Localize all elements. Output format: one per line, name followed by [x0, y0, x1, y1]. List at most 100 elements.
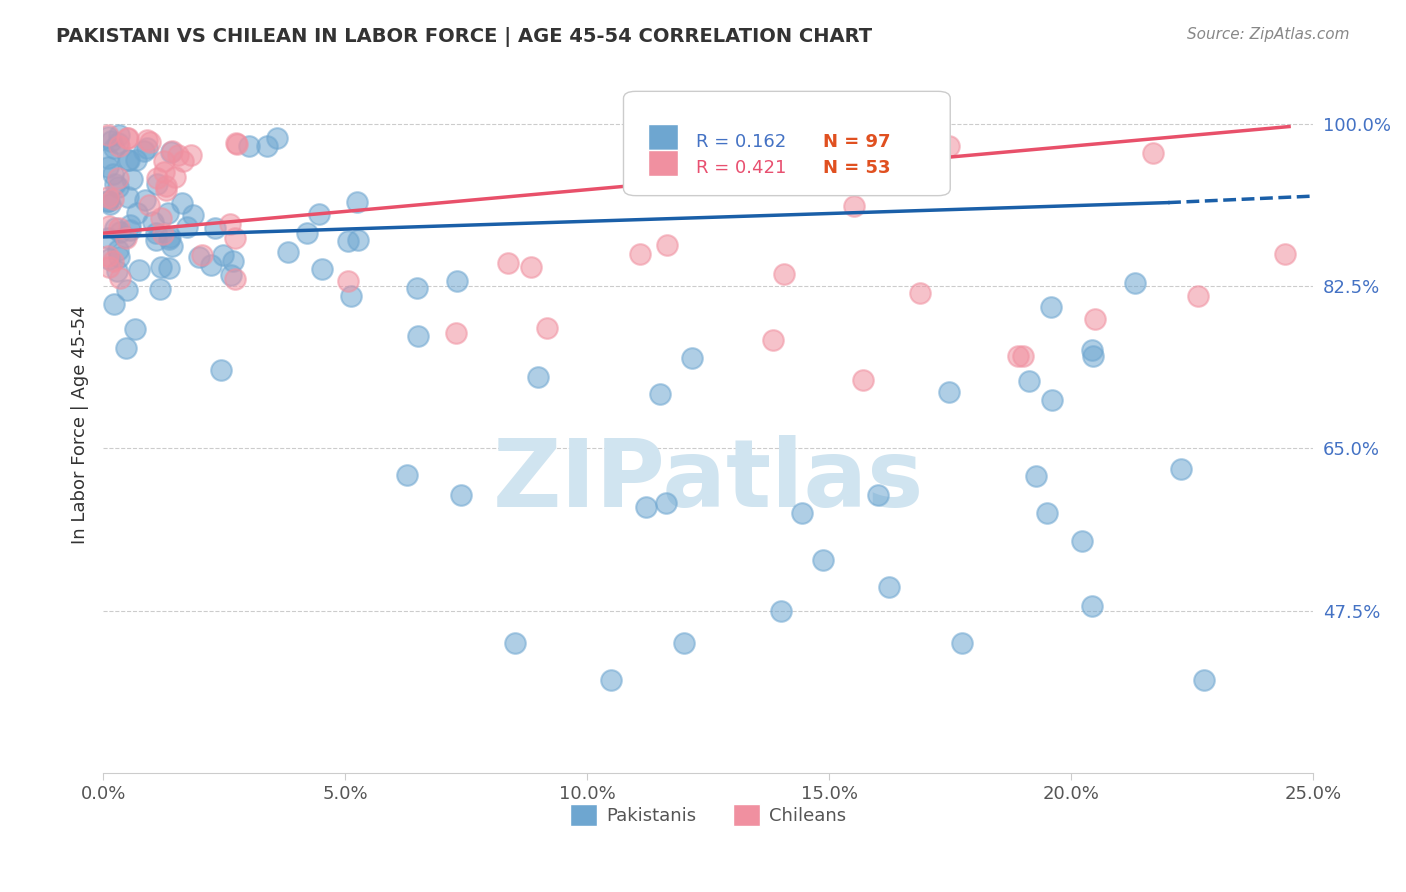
Chileans	[97, 219, 120, 234]
Bar	[648, 124, 678, 151]
Chileans	[225, 136, 247, 150]
Chileans	[155, 178, 177, 193]
Pakistanis	[105, 264, 128, 278]
Pakistanis	[118, 218, 141, 232]
Chileans	[1274, 247, 1296, 261]
Pakistanis	[446, 274, 468, 288]
Text: PAKISTANI VS CHILEAN IN LABOR FORCE | AGE 45-54 CORRELATION CHART: PAKISTANI VS CHILEAN IN LABOR FORCE | AG…	[56, 27, 872, 46]
Pakistanis	[146, 177, 169, 191]
Pakistanis	[1040, 393, 1063, 408]
Pakistanis	[115, 341, 138, 355]
Chileans	[165, 170, 187, 185]
Chileans	[337, 274, 360, 288]
Chileans	[520, 260, 543, 275]
Y-axis label: In Labor Force | Age 45-54: In Labor Force | Age 45-54	[72, 306, 89, 544]
Pakistanis	[100, 134, 122, 148]
Pakistanis	[1081, 349, 1104, 363]
Chileans	[938, 139, 960, 153]
Chileans	[115, 131, 138, 145]
Legend: Pakistanis, Chileans: Pakistanis, Chileans	[564, 797, 853, 833]
Point	[503, 636, 526, 650]
Pakistanis	[811, 552, 834, 566]
Chileans	[117, 131, 139, 145]
Pakistanis	[157, 260, 180, 275]
Pakistanis	[98, 197, 121, 211]
Chileans	[150, 211, 173, 225]
Pakistanis	[170, 196, 193, 211]
Pakistanis	[104, 177, 127, 191]
Pakistanis	[115, 283, 138, 297]
Pakistanis	[792, 506, 814, 520]
Pakistanis	[110, 225, 132, 239]
Pakistanis	[117, 190, 139, 204]
Chileans	[155, 183, 177, 197]
Pakistanis	[938, 385, 960, 400]
Pakistanis	[97, 194, 120, 208]
Pakistanis	[176, 220, 198, 235]
Pakistanis	[97, 160, 120, 174]
Text: N = 97: N = 97	[823, 133, 890, 151]
Pakistanis	[839, 117, 862, 131]
Pakistanis	[101, 167, 124, 181]
Chileans	[172, 154, 194, 169]
Pakistanis	[681, 351, 703, 365]
Chileans	[97, 128, 120, 142]
Chileans	[103, 192, 125, 206]
Pakistanis	[200, 258, 222, 272]
Pakistanis	[209, 363, 232, 377]
Chileans	[97, 249, 120, 263]
Pakistanis	[97, 130, 120, 145]
Pakistanis	[114, 230, 136, 244]
Pakistanis	[160, 239, 183, 253]
Pakistanis	[157, 205, 180, 219]
Pakistanis	[311, 261, 333, 276]
Pakistanis	[1070, 533, 1092, 548]
Pakistanis	[395, 468, 418, 483]
Pakistanis	[204, 220, 226, 235]
Chileans	[224, 231, 246, 245]
Pakistanis	[406, 328, 429, 343]
Chileans	[762, 333, 785, 347]
Pakistanis	[405, 281, 427, 295]
Pakistanis	[950, 636, 973, 650]
Pakistanis	[157, 232, 180, 246]
Chileans	[218, 217, 240, 231]
Pakistanis	[145, 226, 167, 240]
Chileans	[103, 253, 125, 268]
Chileans	[110, 270, 132, 285]
Text: R = 0.162: R = 0.162	[696, 133, 786, 151]
Chileans	[153, 164, 176, 178]
Chileans	[191, 248, 214, 262]
Point	[1011, 349, 1033, 363]
Chileans	[97, 190, 120, 204]
Pakistanis	[149, 260, 172, 274]
Pakistanis	[212, 248, 235, 262]
Text: Source: ZipAtlas.com: Source: ZipAtlas.com	[1187, 27, 1350, 42]
Pakistanis	[97, 252, 120, 267]
Pakistanis	[256, 138, 278, 153]
Pakistanis	[124, 322, 146, 336]
Point	[866, 488, 889, 502]
Chileans	[139, 135, 162, 149]
Chileans	[1084, 312, 1107, 326]
Chileans	[115, 231, 138, 245]
Chileans	[98, 260, 121, 274]
Pakistanis	[97, 152, 120, 166]
Chileans	[107, 171, 129, 186]
Chileans	[852, 373, 875, 387]
Chileans	[224, 272, 246, 286]
Pakistanis	[97, 231, 120, 245]
Pakistanis	[238, 139, 260, 153]
Chileans	[180, 148, 202, 162]
Chileans	[167, 148, 190, 162]
Chileans	[108, 221, 131, 235]
Pakistanis	[295, 227, 318, 241]
Pakistanis	[125, 153, 148, 167]
Pakistanis	[120, 223, 142, 237]
Pakistanis	[107, 180, 129, 194]
Pakistanis	[103, 141, 125, 155]
Pakistanis	[134, 193, 156, 207]
Chileans	[226, 136, 249, 151]
Pakistanis	[103, 297, 125, 311]
Chileans	[446, 326, 468, 340]
